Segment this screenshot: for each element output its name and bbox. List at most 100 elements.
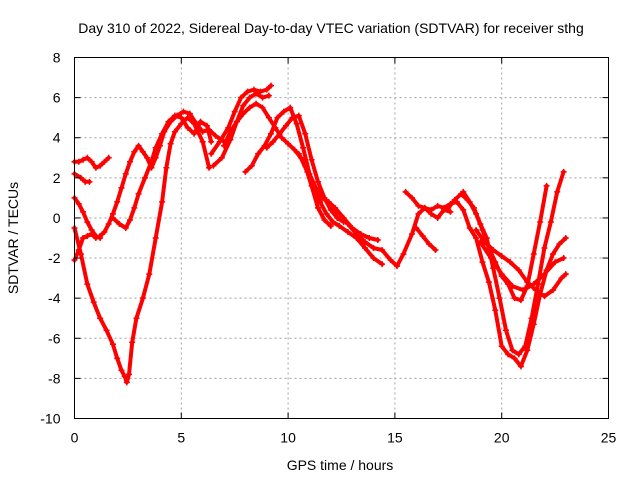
data-point	[336, 222, 343, 229]
data-point	[295, 150, 302, 157]
data-point	[123, 379, 130, 386]
data-point	[547, 218, 554, 225]
data-point	[84, 232, 91, 239]
data-point	[276, 130, 283, 137]
data-point	[270, 138, 277, 145]
data-point	[361, 239, 368, 246]
y-axis-label: SDTVAR / TECUs	[5, 182, 21, 294]
data-point	[127, 158, 134, 165]
data-point	[80, 208, 87, 215]
data-point	[197, 118, 204, 125]
data-point	[327, 204, 334, 211]
data-point	[511, 355, 518, 362]
data-point	[221, 142, 228, 149]
data-point	[180, 108, 187, 115]
data-point	[218, 154, 225, 161]
data-point	[300, 144, 307, 151]
data-point	[554, 188, 561, 195]
data-point	[253, 100, 260, 107]
data-point	[302, 162, 309, 169]
data-point	[490, 247, 497, 254]
series-sat-l	[295, 150, 334, 229]
data-point	[105, 154, 112, 161]
data-point	[278, 134, 285, 141]
data-point	[225, 124, 232, 131]
y-tick-label: -6	[48, 330, 61, 346]
data-point	[282, 122, 289, 129]
data-point	[511, 295, 518, 302]
data-point	[131, 148, 138, 155]
data-point	[139, 148, 146, 155]
y-tick-label: -4	[48, 290, 61, 306]
data-point	[227, 128, 234, 135]
data-point	[492, 307, 499, 314]
data-point	[556, 241, 563, 248]
data-point	[400, 251, 407, 258]
data-point	[498, 343, 505, 350]
data-point	[520, 287, 527, 294]
data-point	[280, 108, 287, 115]
data-point	[159, 130, 166, 137]
data-point	[479, 259, 486, 266]
data-point	[86, 178, 93, 185]
data-point	[103, 327, 110, 334]
data-point	[344, 228, 351, 235]
data-point	[80, 235, 87, 241]
data-point	[92, 235, 99, 241]
data-point	[370, 255, 377, 262]
data-point	[272, 124, 279, 131]
data-point	[289, 114, 296, 121]
series-sat-c	[71, 108, 228, 264]
data-point	[250, 86, 257, 93]
data-point	[242, 168, 249, 175]
data-point	[479, 226, 486, 233]
series-line	[296, 151, 333, 228]
data-point	[122, 170, 129, 177]
data-point	[415, 210, 422, 217]
x-axis-label: GPS time / hours	[287, 457, 394, 473]
data-point	[255, 150, 262, 157]
data-point	[208, 138, 215, 145]
data-point	[75, 158, 82, 165]
data-point	[451, 196, 458, 203]
data-point	[75, 200, 82, 207]
data-point	[116, 220, 123, 227]
data-point	[122, 224, 129, 231]
data-point	[208, 150, 215, 157]
data-point	[402, 188, 409, 195]
data-point	[509, 283, 516, 290]
data-point	[524, 347, 531, 354]
data-point	[109, 214, 116, 221]
data-point	[515, 267, 522, 274]
data-point	[379, 247, 386, 254]
data-point	[560, 255, 567, 262]
y-tick-label: -8	[48, 370, 61, 386]
data-point	[144, 154, 151, 161]
data-point	[344, 220, 351, 227]
data-point	[129, 339, 136, 346]
data-point	[466, 198, 473, 205]
data-point	[287, 104, 294, 111]
data-point	[445, 204, 452, 211]
data-point	[295, 112, 302, 119]
data-point	[159, 198, 166, 205]
data-point	[552, 259, 559, 266]
data-point	[146, 271, 153, 278]
data-point	[268, 82, 275, 89]
data-point	[167, 140, 174, 147]
x-tick-label: 10	[280, 430, 296, 446]
data-point	[419, 232, 426, 239]
data-point	[90, 299, 97, 306]
axis-ticks: 0 5 10 15 20 25 -10 -8 -6 -4 -2 0 2 4 6 8	[40, 50, 616, 446]
data-point	[541, 271, 548, 278]
data-point	[477, 239, 484, 246]
data-point	[543, 182, 550, 189]
data-point	[263, 144, 270, 151]
data-point	[370, 245, 377, 252]
data-point	[184, 114, 191, 121]
data-point	[387, 257, 394, 264]
y-tick-label: 2	[53, 170, 61, 186]
data-point	[379, 261, 386, 268]
grid	[74, 57, 609, 419]
